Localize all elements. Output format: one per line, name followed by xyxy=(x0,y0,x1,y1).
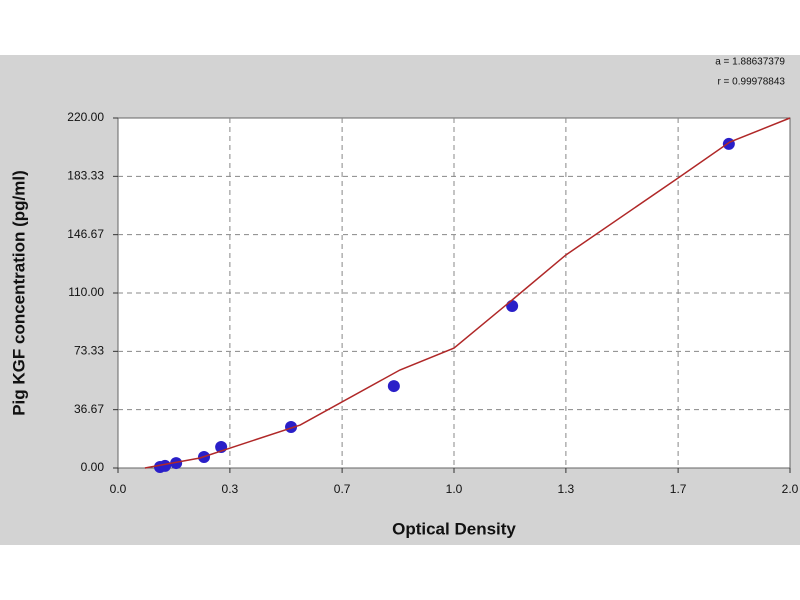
y-tick-label: 220.00 xyxy=(67,110,104,124)
x-tick-label: 0.3 xyxy=(222,482,239,496)
y-tick-label: 110.00 xyxy=(68,285,104,299)
y-tick-label: 183.33 xyxy=(67,169,104,183)
x-tick-label: 0.0 xyxy=(110,482,127,496)
fit-parameter: a = 1.88637379 xyxy=(715,57,785,68)
y-tick-label: 146.67 xyxy=(67,227,104,241)
y-tick-label: 73.33 xyxy=(74,344,104,358)
data-point xyxy=(159,459,172,472)
data-point xyxy=(387,380,400,393)
y-tick-label: 0.00 xyxy=(81,460,105,474)
x-tick-label: 1.7 xyxy=(670,482,687,496)
x-tick-label: 2.0 xyxy=(782,482,799,496)
y-axis-title: Pig KGF concentration (pg/ml) xyxy=(9,170,28,416)
x-axis-title: Optical Density xyxy=(392,519,516,538)
fit-curve xyxy=(144,117,791,469)
data-point xyxy=(285,420,298,433)
x-tick-label: 1.3 xyxy=(558,482,575,496)
x-tick-label: 0.7 xyxy=(334,482,351,496)
data-point xyxy=(506,300,519,313)
fit-parameter: r = 0.99978843 xyxy=(717,77,785,88)
x-tick-label: 1.0 xyxy=(446,482,463,496)
data-point xyxy=(722,137,735,150)
y-tick-label: 36.67 xyxy=(74,402,104,416)
